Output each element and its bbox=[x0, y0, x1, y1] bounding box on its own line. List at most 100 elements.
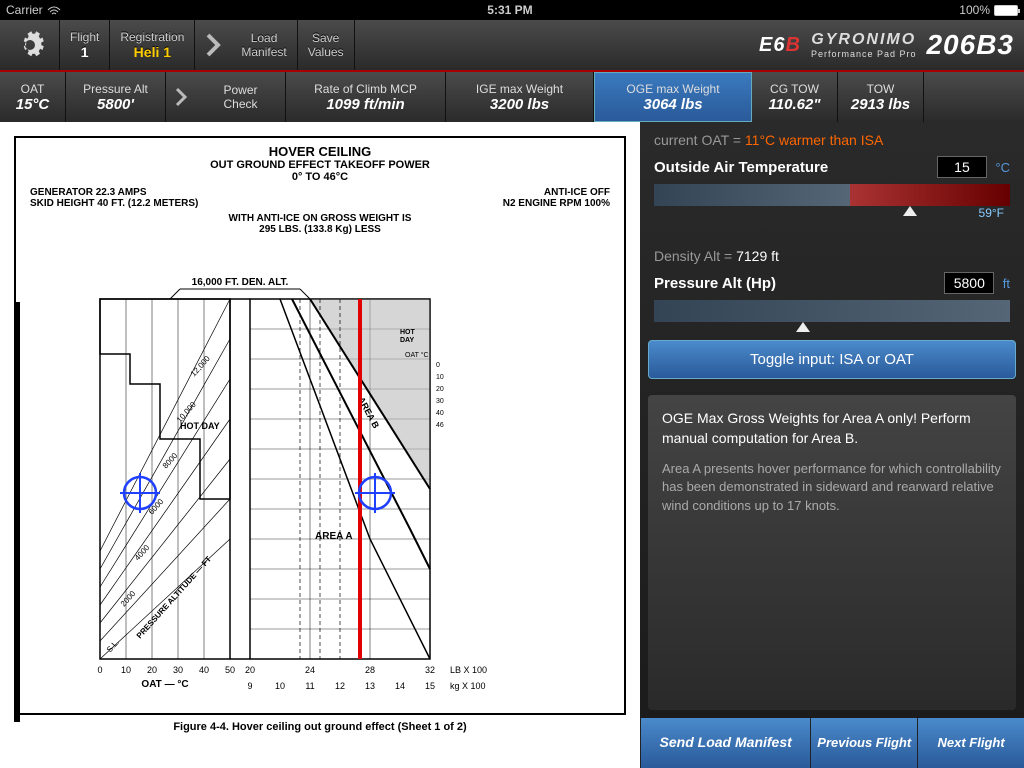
next-arrow-top[interactable] bbox=[195, 20, 231, 70]
svg-text:11: 11 bbox=[305, 681, 314, 691]
chevron-right-icon bbox=[174, 87, 188, 107]
svg-text:24: 24 bbox=[305, 665, 315, 675]
oat-input[interactable] bbox=[937, 156, 987, 178]
ige-tab[interactable]: IGE max Weight 3200 lbs bbox=[446, 72, 594, 122]
pressure-alt-tab[interactable]: Pressure Alt 5800' bbox=[66, 72, 166, 122]
aircraft-model: 206B3 bbox=[926, 29, 1014, 61]
palt-slider[interactable] bbox=[654, 300, 1010, 322]
dalt-value: 7129 ft bbox=[736, 248, 779, 264]
gen-label: GENERATOR 22.3 AMPS bbox=[30, 187, 198, 198]
cg-label: CG TOW bbox=[770, 82, 819, 96]
svg-text:15: 15 bbox=[425, 681, 435, 691]
oge-label: OGE max Weight bbox=[626, 82, 719, 96]
load-manifest-button[interactable]: Load Manifest bbox=[231, 20, 297, 70]
save-values-button[interactable]: Save Values bbox=[298, 20, 355, 70]
oat-slider-pointer[interactable] bbox=[903, 206, 917, 216]
toggle-isa-oat-button[interactable]: Toggle input: ISA or OAT bbox=[648, 340, 1016, 379]
roc-value: 1099 ft/min bbox=[326, 96, 404, 113]
svg-text:10: 10 bbox=[436, 374, 444, 381]
svg-text:S.L.: S.L. bbox=[105, 638, 121, 655]
save-label2: Values bbox=[308, 45, 344, 59]
oat-fahrenheit: 59°F bbox=[640, 206, 1024, 220]
oge-value: 3064 lbs bbox=[643, 96, 702, 113]
tow-label: TOW bbox=[867, 82, 895, 96]
performance-chart[interactable]: 16,000 FT. DEN. ALT.01020304050OAT — °CS… bbox=[60, 239, 580, 709]
svg-text:28: 28 bbox=[365, 665, 375, 675]
clock: 5:31 PM bbox=[61, 3, 960, 17]
antiice-label: ANTI-ICE OFF bbox=[503, 187, 610, 198]
chart-panel: HOVER CEILING OUT GROUND EFFECT TAKEOFF … bbox=[0, 122, 640, 768]
palt-slider-pointer[interactable] bbox=[796, 322, 810, 332]
params-arrow[interactable] bbox=[166, 72, 196, 122]
notes-box: OGE Max Gross Weights for Area A only! P… bbox=[648, 395, 1016, 710]
save-label1: Save bbox=[312, 31, 339, 45]
note-secondary: Area A presents hover performance for wh… bbox=[662, 460, 1002, 515]
skid-label: SKID HEIGHT 40 FT. (12.2 METERS) bbox=[30, 198, 198, 209]
svg-text:0: 0 bbox=[436, 362, 440, 369]
svg-text:2000: 2000 bbox=[119, 589, 138, 609]
palt-param-label: Pressure Alt (Hp) bbox=[654, 275, 776, 292]
ige-value: 3200 lbs bbox=[490, 96, 549, 113]
svg-text:40: 40 bbox=[199, 665, 209, 675]
svg-text:13: 13 bbox=[365, 681, 375, 691]
send-load-manifest-button[interactable]: Send Load Manifest bbox=[640, 718, 810, 768]
svg-text:14: 14 bbox=[395, 681, 405, 691]
wai1: WITH ANTI-ICE ON GROSS WEIGHT IS bbox=[20, 213, 620, 224]
chart-sub2: 0° TO 46°C bbox=[20, 171, 620, 183]
flight-label: Flight bbox=[70, 30, 99, 44]
control-panel: current OAT = 11°C warmer than ISA Outsi… bbox=[640, 122, 1024, 768]
svg-text:30: 30 bbox=[436, 398, 444, 405]
registration-label: Registration bbox=[120, 30, 184, 44]
oat-tab[interactable]: OAT 15°C bbox=[0, 72, 66, 122]
power-check-tab[interactable]: Power Check bbox=[196, 72, 286, 122]
cur-oat-label: current OAT = bbox=[654, 132, 745, 148]
flight-value: 1 bbox=[81, 44, 89, 60]
e6b-logo[interactable]: E6B bbox=[759, 34, 801, 57]
brand-sub: Performance Pad Pro bbox=[811, 49, 917, 59]
svg-text:OAT °C: OAT °C bbox=[405, 351, 429, 359]
cg-tow-tab[interactable]: CG TOW 110.62" bbox=[752, 72, 838, 122]
n2rpm-label: N2 ENGINE RPM 100% bbox=[503, 198, 610, 209]
battery-icon bbox=[994, 5, 1018, 16]
chart-edge-bar bbox=[14, 302, 20, 722]
svg-text:HOT: HOT bbox=[400, 329, 416, 336]
cg-value: 110.62" bbox=[769, 96, 821, 113]
palt-input[interactable] bbox=[944, 272, 994, 294]
palt-label: Pressure Alt bbox=[83, 82, 148, 96]
battery-pct: 100% bbox=[959, 3, 990, 17]
figure-caption: Figure 4-4. Hover ceiling out ground eff… bbox=[8, 721, 632, 733]
brand-area: E6B GYRONIMO Performance Pad Pro 206B3 bbox=[355, 20, 1024, 70]
tow-tab[interactable]: TOW 2913 lbs bbox=[838, 72, 924, 122]
brand-name: GYRONIMO bbox=[811, 31, 917, 49]
oat-slider[interactable] bbox=[654, 184, 1010, 206]
cur-oat-value: 11°C warmer than ISA bbox=[745, 132, 883, 148]
svg-text:12: 12 bbox=[335, 681, 345, 691]
previous-flight-button[interactable]: Previous Flight bbox=[810, 718, 917, 768]
oat-param-label: Outside Air Temperature bbox=[654, 159, 828, 176]
roc-tab[interactable]: Rate of Climb MCP 1099 ft/min bbox=[286, 72, 446, 122]
svg-text:30: 30 bbox=[173, 665, 183, 675]
top-toolbar: Flight 1 Registration Heli 1 Load Manife… bbox=[0, 20, 1024, 72]
flight-button[interactable]: Flight 1 bbox=[60, 20, 110, 70]
dalt-label: Density Alt = bbox=[654, 248, 736, 264]
svg-text:32: 32 bbox=[425, 665, 435, 675]
svg-text:50: 50 bbox=[225, 665, 235, 675]
chevron-right-icon bbox=[204, 33, 222, 57]
next-flight-button[interactable]: Next Flight bbox=[917, 718, 1024, 768]
oge-tab[interactable]: OGE max Weight 3064 lbs bbox=[594, 72, 752, 122]
load-label1: Load bbox=[251, 31, 278, 45]
load-label2: Manifest bbox=[241, 45, 286, 59]
carrier-label: Carrier bbox=[6, 3, 43, 17]
chart-sub1: OUT GROUND EFFECT TAKEOFF POWER bbox=[20, 159, 620, 171]
registration-button[interactable]: Registration Heli 1 bbox=[110, 20, 195, 70]
gear-icon bbox=[15, 30, 45, 60]
svg-text:40: 40 bbox=[436, 410, 444, 417]
ige-label: IGE max Weight bbox=[476, 82, 563, 96]
settings-button[interactable] bbox=[0, 20, 60, 70]
svg-text:9: 9 bbox=[247, 681, 252, 691]
svg-text:AREA A: AREA A bbox=[315, 531, 353, 542]
wai2: 295 LBS. (133.8 Kg) LESS bbox=[20, 224, 620, 235]
pwr-label1: Power bbox=[223, 83, 257, 97]
svg-text:LB X 100: LB X 100 bbox=[450, 665, 487, 675]
svg-text:16,000 FT. DEN. ALT.: 16,000 FT. DEN. ALT. bbox=[192, 277, 289, 288]
